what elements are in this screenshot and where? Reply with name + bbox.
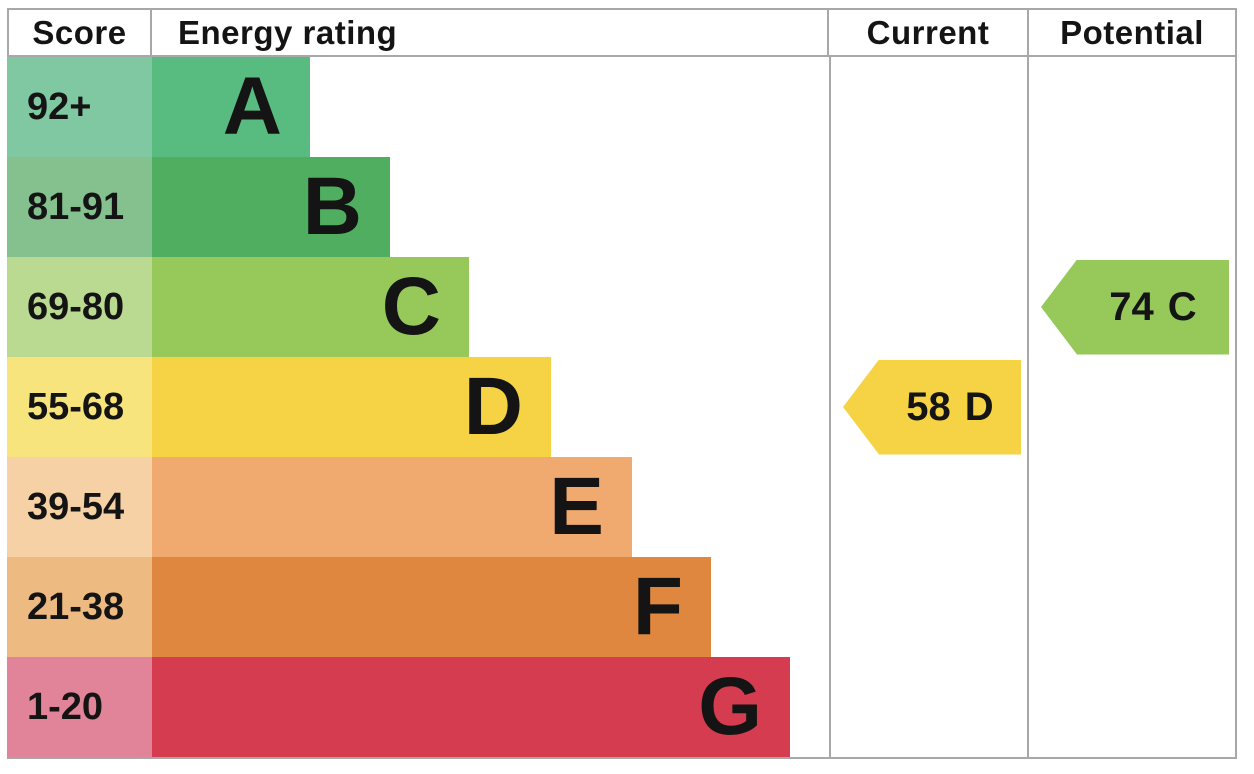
potential-score-value: 74 <box>1109 284 1154 329</box>
score-range-b: 81-91 <box>7 157 152 257</box>
rating-bar-f: F <box>152 557 711 657</box>
rating-bar-a: A <box>152 57 310 157</box>
header-score: Score <box>7 8 152 57</box>
score-range-g: 1-20 <box>7 657 152 757</box>
potential-rating-letter: C <box>1167 284 1197 329</box>
rating-letter-f: F <box>632 561 683 652</box>
rating-letter-d: D <box>463 361 523 452</box>
score-range-e: 39-54 <box>7 457 152 557</box>
bar-area-a: A <box>152 57 829 157</box>
rating-bar-b: B <box>152 157 390 257</box>
potential-column: 74 C <box>1029 57 1237 757</box>
band-row-a: 92+ A <box>7 57 829 157</box>
current-rating-letter: D <box>964 384 994 429</box>
bar-area-c: C <box>152 257 829 357</box>
epc-rating-chart: Score Energy rating Current Potential 92… <box>7 8 1237 759</box>
current-score-value: 58 <box>906 384 951 429</box>
score-range-d: 55-68 <box>7 357 152 457</box>
rating-letter-b: B <box>302 161 362 252</box>
band-row-c: 69-80 C <box>7 257 829 357</box>
chart-body: 92+ A 81-91 B 69-80 <box>7 57 1237 759</box>
header-potential: Potential <box>1029 8 1237 57</box>
band-row-f: 21-38 F <box>7 557 829 657</box>
rating-bands: 92+ A 81-91 B 69-80 <box>7 57 829 757</box>
rating-bar-g: G <box>152 657 790 757</box>
bar-area-g: G <box>152 657 829 757</box>
current-column: 58 D <box>829 57 1029 757</box>
header-energy-rating: Energy rating <box>152 8 829 57</box>
band-row-e: 39-54 E <box>7 457 829 557</box>
rating-bar-e: E <box>152 457 632 557</box>
rating-bar-c: C <box>152 257 469 357</box>
band-row-g: 1-20 G <box>7 657 829 757</box>
score-range-f: 21-38 <box>7 557 152 657</box>
bar-area-d: D <box>152 357 829 457</box>
bar-area-e: E <box>152 457 829 557</box>
current-rating-arrow: 58 D <box>843 359 1021 455</box>
rating-bar-d: D <box>152 357 551 457</box>
bar-area-f: F <box>152 557 829 657</box>
bar-area-b: B <box>152 157 829 257</box>
score-range-a: 92+ <box>7 57 152 157</box>
rating-letter-c: C <box>381 261 441 352</box>
header-row: Score Energy rating Current Potential <box>7 8 1237 57</box>
potential-rating-arrow: 74 C <box>1041 259 1229 355</box>
score-range-c: 69-80 <box>7 257 152 357</box>
band-row-b: 81-91 B <box>7 157 829 257</box>
rating-letter-g: G <box>698 661 762 752</box>
band-row-d: 55-68 D <box>7 357 829 457</box>
rating-letter-e: E <box>549 461 604 552</box>
rating-letter-a: A <box>222 61 282 152</box>
header-current: Current <box>829 8 1029 57</box>
